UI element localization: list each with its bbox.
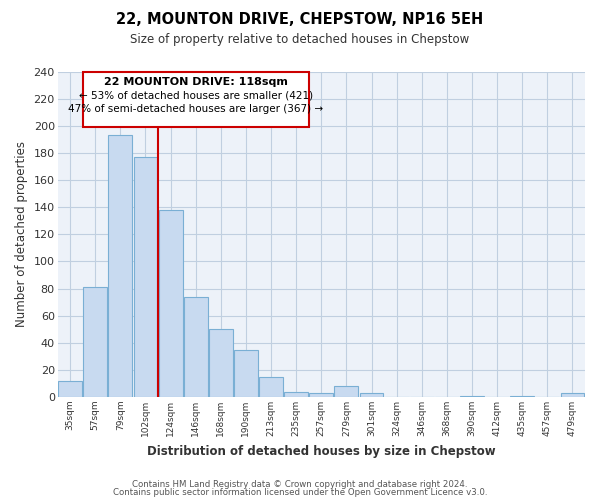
X-axis label: Distribution of detached houses by size in Chepstow: Distribution of detached houses by size … — [147, 444, 496, 458]
Bar — [259, 376, 283, 397]
Bar — [134, 157, 157, 397]
Bar — [83, 72, 309, 127]
Text: Size of property relative to detached houses in Chepstow: Size of property relative to detached ho… — [130, 32, 470, 46]
Y-axis label: Number of detached properties: Number of detached properties — [15, 142, 28, 328]
Bar — [83, 287, 107, 397]
Text: 47% of semi-detached houses are larger (367) →: 47% of semi-detached houses are larger (… — [68, 104, 323, 114]
Text: Contains HM Land Registry data © Crown copyright and database right 2024.: Contains HM Land Registry data © Crown c… — [132, 480, 468, 489]
Bar — [58, 380, 82, 397]
Bar — [560, 393, 584, 397]
Bar — [334, 386, 358, 397]
Bar — [209, 329, 233, 397]
Bar — [460, 396, 484, 397]
Text: Contains public sector information licensed under the Open Government Licence v3: Contains public sector information licen… — [113, 488, 487, 497]
Bar — [158, 210, 182, 397]
Text: 22, MOUNTON DRIVE, CHEPSTOW, NP16 5EH: 22, MOUNTON DRIVE, CHEPSTOW, NP16 5EH — [116, 12, 484, 28]
Bar — [234, 350, 258, 397]
Bar — [184, 296, 208, 397]
Bar — [109, 135, 133, 397]
Text: ← 53% of detached houses are smaller (421): ← 53% of detached houses are smaller (42… — [79, 90, 313, 101]
Bar — [310, 393, 333, 397]
Text: 22 MOUNTON DRIVE: 118sqm: 22 MOUNTON DRIVE: 118sqm — [104, 77, 287, 87]
Bar — [284, 392, 308, 397]
Bar — [359, 393, 383, 397]
Bar — [510, 396, 534, 397]
